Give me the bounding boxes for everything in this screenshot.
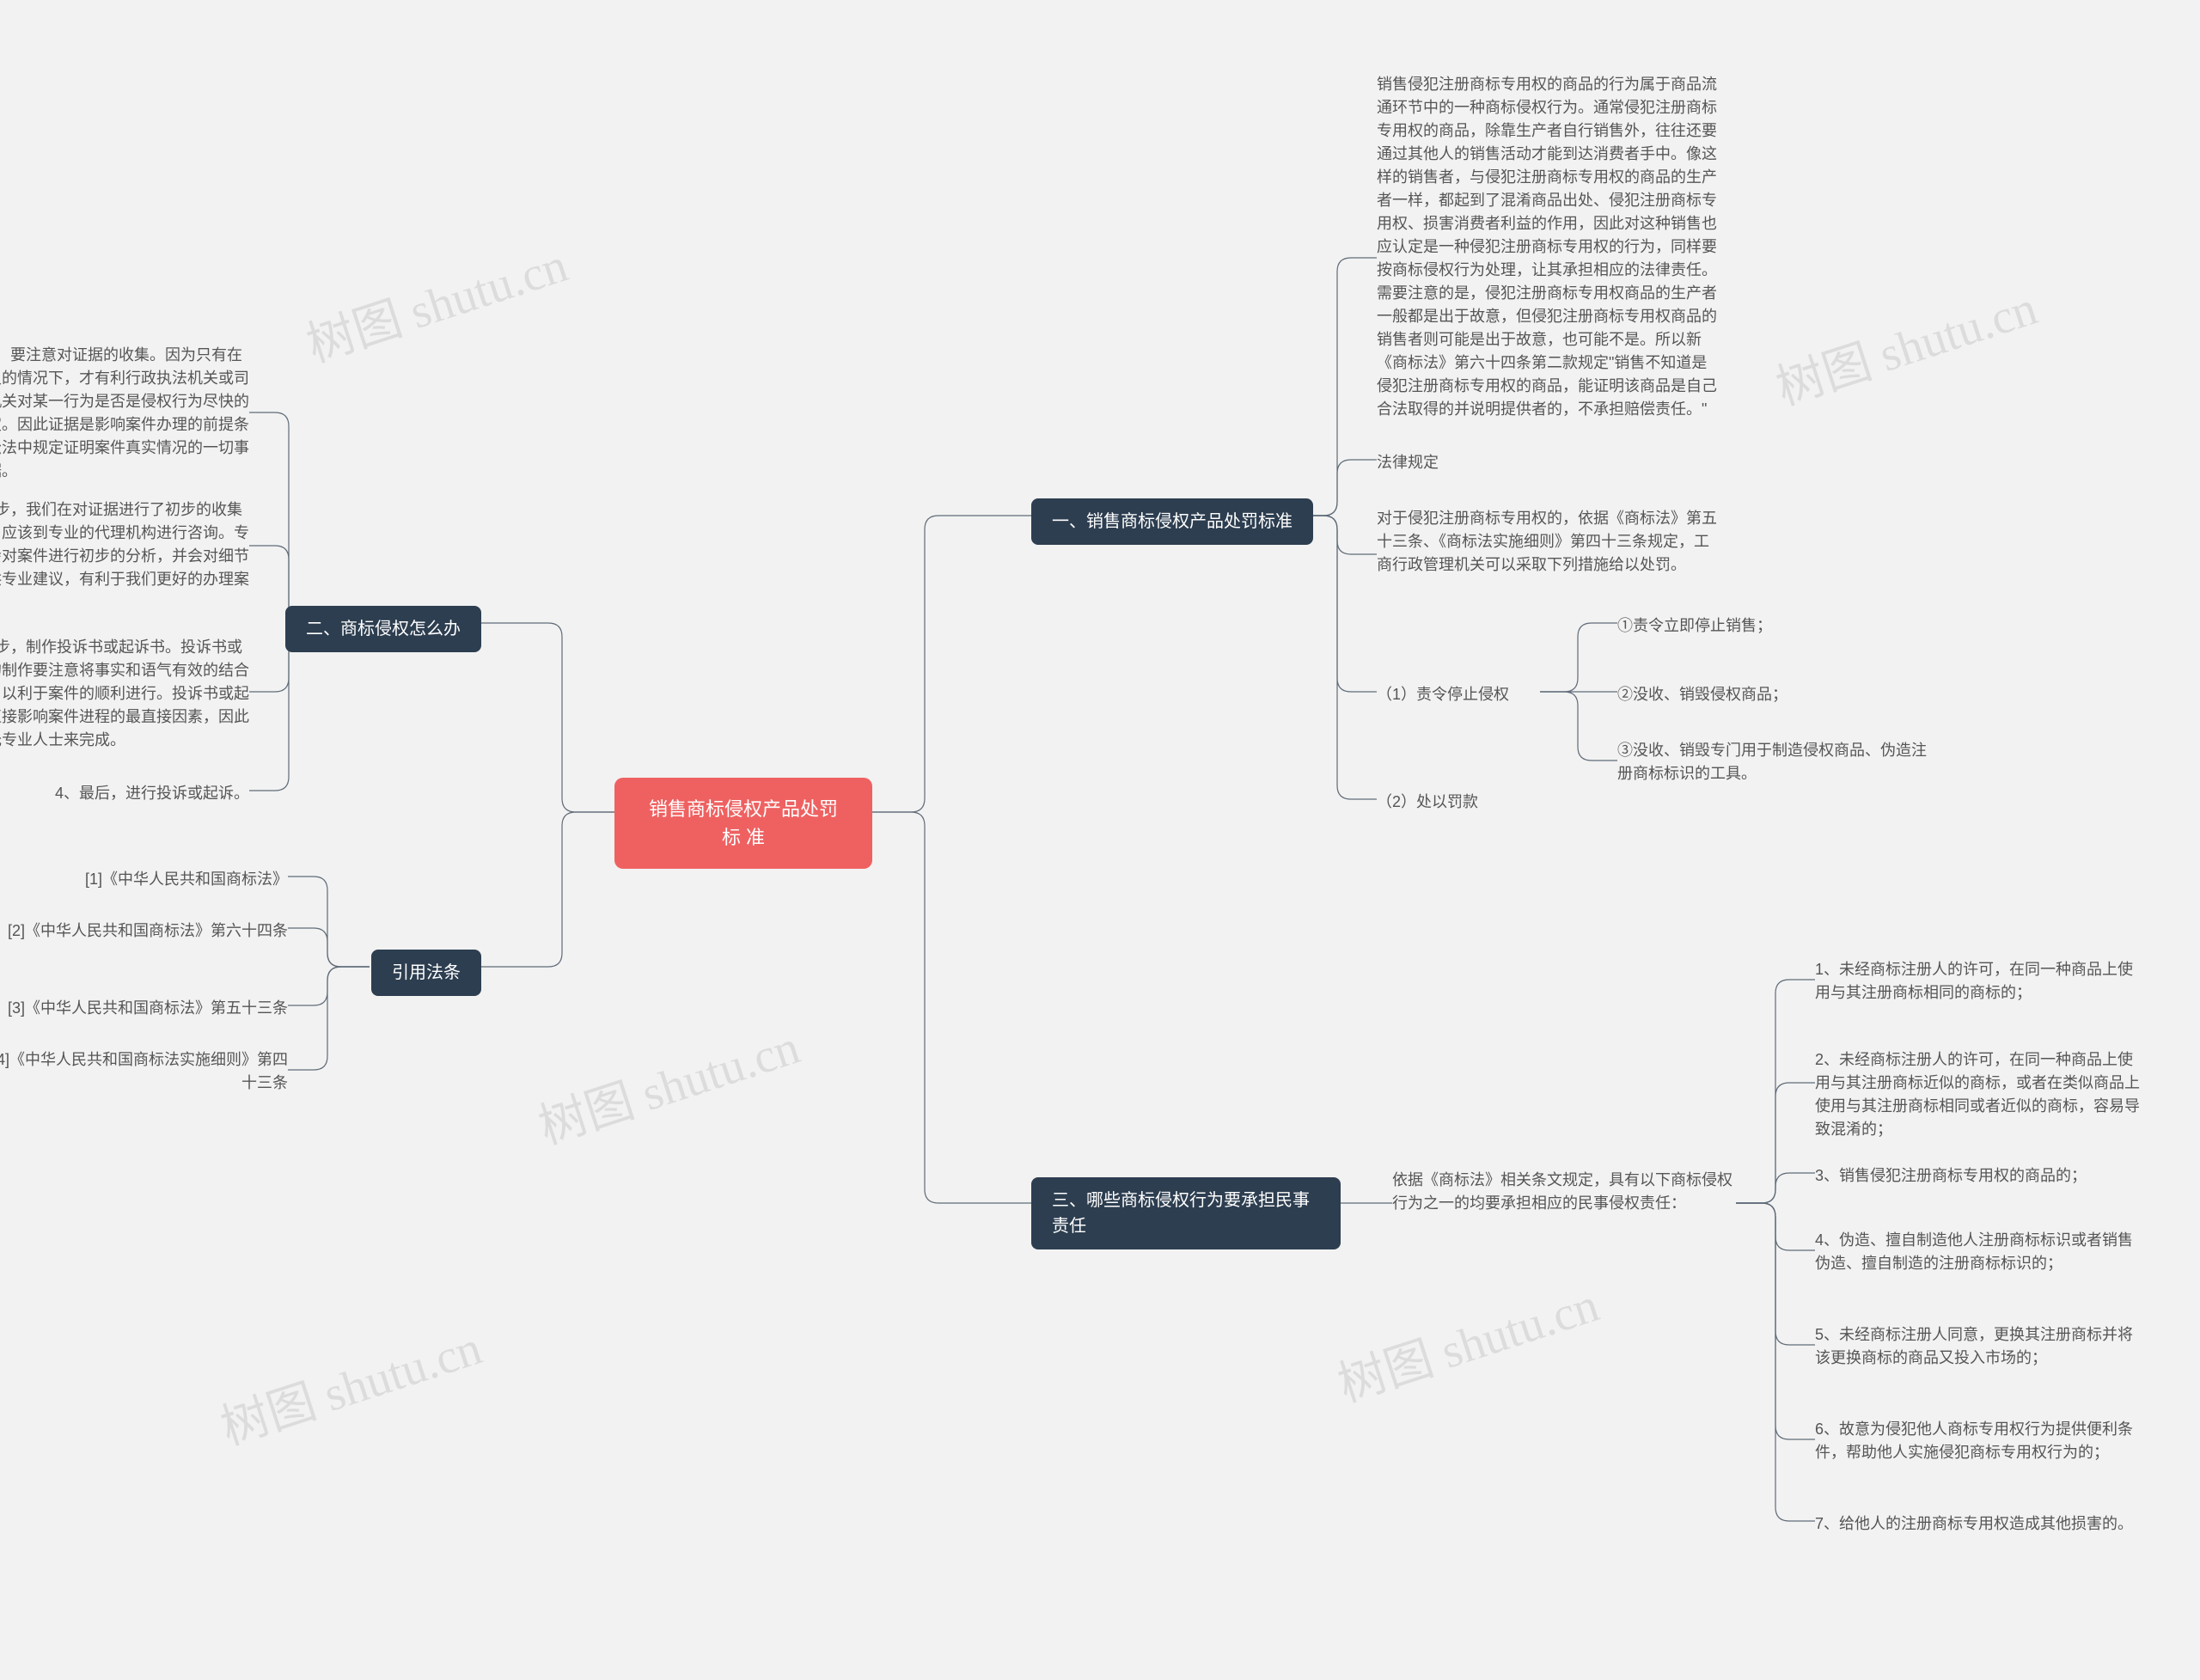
branch-2-p3: 3、第三步，制作投诉书或起诉书。投诉书或起诉书的制作要注意将事实和语气有效的结合…: [0, 636, 249, 752]
branch-4-r2: [2]《中华人民共和国商标法》第六十四条: [8, 919, 288, 943]
branch-4-r3: [3]《中华人民共和国商标法》第五十三条: [8, 997, 288, 1020]
branch-1-sub1-a: ①责令立即停止销售；: [1617, 614, 1927, 638]
branch-3-i5: 5、未经商标注册人同意，更换其注册商标并将该更换商标的商品又投入市场的；: [1815, 1323, 2142, 1370]
branch-1-sub1: （1）责令停止侵权: [1377, 683, 1509, 706]
branch-3-i6: 6、故意为侵犯他人商标专用权行为提供便利条件，帮助他人实施侵犯商标专用权行为的；: [1815, 1418, 2142, 1464]
branch-4: 引用法条: [371, 950, 481, 996]
branch-1-sub1-c: ③没收、销毁专门用于制造侵权商品、伪造注册商标标识的工具。: [1617, 739, 1927, 785]
branch-2: 二、商标侵权怎么办: [285, 606, 481, 652]
branch-1: 一、销售商标侵权产品处罚标准: [1031, 498, 1313, 545]
branch-4-r1: [1]《中华人民共和国商标法》: [85, 868, 288, 891]
branch-3: 三、哪些商标侵权行为要承担民事责任: [1031, 1177, 1341, 1249]
branch-1-p3: 对于侵犯注册商标专用权的，依据《商标法》第五十三条、《商标法实施细则》第四十三条…: [1377, 507, 1720, 577]
branch-2-p1: 1、首先，要注意对证据的收集。因为只有在证据充足的情况下，才有利行政执法机关或司…: [0, 344, 249, 483]
watermark: 树图 shutu.cn: [1766, 269, 2044, 418]
root-node: 销售商标侵权产品处罚标 准: [614, 778, 872, 869]
branch-1-p2: 法律规定: [1377, 451, 1439, 474]
watermark: 树图 shutu.cn: [1328, 1266, 1606, 1415]
branch-3-i4: 4、伪造、擅自制造他人注册商标标识或者销售伪造、擅自制造的注册商标标识的；: [1815, 1229, 2142, 1275]
branch-3-i3: 3、销售侵犯注册商标专用权的商品的；: [1815, 1164, 2142, 1188]
branch-2-p4: 4、最后，进行投诉或起诉。: [55, 782, 249, 805]
branch-3-i2: 2、未经商标注册人的许可，在同一种商品上使用与其注册商标近似的商标，或者在类似商…: [1815, 1048, 2142, 1141]
watermark: 树图 shutu.cn: [296, 226, 575, 376]
watermark: 树图 shutu.cn: [529, 1008, 807, 1158]
branch-1-p1: 销售侵犯注册商标专用权的商品的行为属于商品流通环节中的一种商标侵权行为。通常侵犯…: [1377, 73, 1720, 421]
branch-2-p2: 2、第二步，我们在对证据进行了初步的收集整理后，应该到专业的代理机构进行咨询。专…: [0, 498, 249, 614]
branch-1-sub1-b: ②没收、销毁侵权商品；: [1617, 683, 1927, 706]
branch-3-i1: 1、未经商标注册人的许可，在同一种商品上使用与其注册商标相同的商标的；: [1815, 958, 2142, 1005]
branch-4-r4: [4]《中华人民共和国商标法实施细则》第四十三条: [0, 1048, 288, 1095]
watermark: 树图 shutu.cn: [211, 1309, 489, 1458]
branch-1-sub2: （2）处以罚款: [1377, 791, 1478, 814]
branch-3-i7: 7、给他人的注册商标专用权造成其他损害的。: [1815, 1512, 2142, 1536]
branch-3-intro: 依据《商标法》相关条文规定，具有以下商标侵权行为之一的均要承担相应的民事侵权责任…: [1392, 1169, 1736, 1215]
